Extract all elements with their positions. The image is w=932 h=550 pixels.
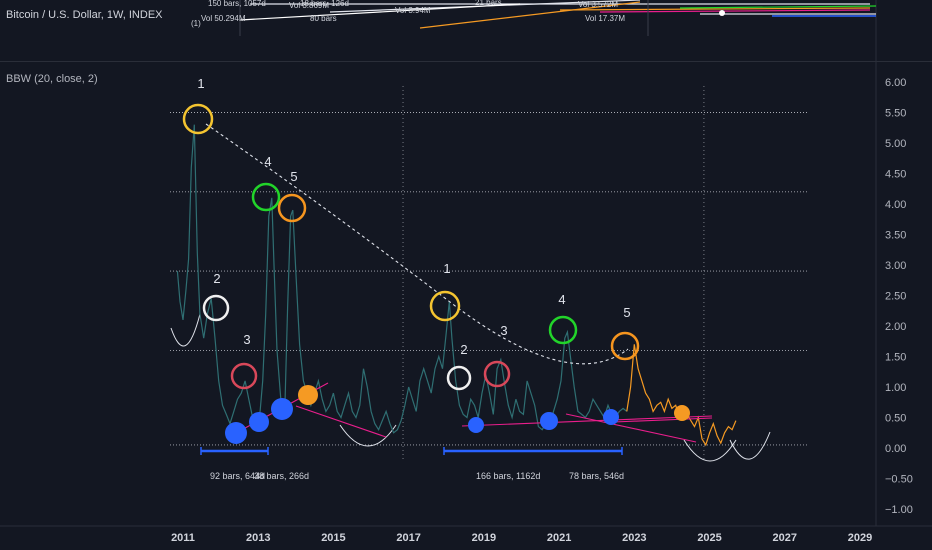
wave-ring [202,294,230,322]
wave-label: 5 [290,169,297,184]
blue-dot [249,412,269,432]
price-pane-line [239,3,521,21]
y-tick-label: −1.00 [885,504,913,516]
x-tick-label: 2013 [246,532,270,544]
wave-label: 2 [460,342,467,357]
y-tick-label: 6.00 [885,77,906,89]
price-pane-label: 21 bars [475,0,502,7]
cycle-curve [683,439,737,462]
y-tick-label: 0.50 [885,413,906,425]
wave-ring [277,193,307,223]
bbw-recent-line [626,344,737,447]
wave-label: 3 [243,332,250,347]
x-tick-label: 2021 [547,532,571,544]
blue-dot [603,409,619,425]
blue-dot [271,398,293,420]
x-tick-label: 2025 [697,532,721,544]
wave-label: 5 [623,305,630,320]
blue-dot [225,422,247,444]
pink-trend-line [295,405,387,438]
price-pane-label: 80 bars [310,14,337,23]
y-tick-label: 1.00 [885,382,906,394]
y-tick-label: 5.00 [885,138,906,150]
range-label: 92 bars, 644d [210,471,265,481]
indicator-title: BBW (20, close, 2) [6,73,98,85]
cycle-curve [339,424,397,447]
wave-ring [483,360,511,388]
wave-ring [429,290,461,322]
wave-label: 4 [558,292,565,307]
price-pane-label: Vol 50.294M [201,14,246,23]
x-tick-label: 2011 [171,532,195,544]
y-tick-label: 2.50 [885,291,906,303]
bbw-line [176,124,628,434]
price-pane[interactable]: Bitcoin / U.S. Dollar, 1W, INDEX [0,0,876,36]
cycle-curve [729,431,771,460]
pink-trend-line [613,417,713,423]
price-pane-label: Vol 3.572M [578,0,618,9]
x-tick-label: 2027 [773,532,797,544]
range-label: 38 bars, 266d [254,471,309,481]
range-label: 78 bars, 546d [569,471,624,481]
wave-label: 4 [264,154,271,169]
price-pane-dot [719,10,725,16]
pane-separator[interactable] [0,61,932,62]
price-pane-label: Vol 3.869M [289,1,329,10]
cycle-curve [170,313,201,347]
orange-dot [674,405,690,421]
wave-ring [251,182,281,212]
x-tick-label: 2029 [848,532,872,544]
wave-label: 3 [500,323,507,338]
y-tick-label: 4.50 [885,169,906,181]
price-pane-label: 150 bars, 1057d [208,0,266,8]
y-tick-label: −0.50 [885,474,913,486]
wave-ring [446,365,472,391]
x-tick-label: 2019 [472,532,496,544]
price-pane-label: 18 bars, 126d [300,0,349,8]
wave-ring [548,315,578,345]
wave-ring [230,362,258,390]
y-tick-label: 1.50 [885,352,906,364]
y-tick-label: 3.50 [885,230,906,242]
orange-dot [298,385,318,405]
price-pane-label: Vol 17.37M [585,14,625,23]
wave-label: 2 [213,271,220,286]
wave-label: 1 [443,261,450,276]
price-pane-label: (1) [191,19,201,28]
wave-ring [182,103,214,135]
price-pane-line [419,1,641,29]
price-pane-line [559,7,871,11]
price-pane-line [679,5,877,9]
blue-dot [468,417,484,433]
y-tick-label: 3.00 [885,260,906,272]
price-pane-label: Vol 3.94M [395,6,431,15]
x-tick-label: 2015 [321,532,345,544]
price-pane-drawings [239,0,877,36]
blue-dot [540,412,558,430]
y-tick-label: 2.00 [885,321,906,333]
symbol-title: Bitcoin / U.S. Dollar, 1W, INDEX [6,9,169,21]
pink-trend-line [565,413,697,443]
y-tick-label: 0.00 [885,443,906,455]
peak-trend-line [205,123,629,365]
wave-label: 1 [197,76,204,91]
y-tick-label: 5.50 [885,108,906,120]
x-tick-label: 2023 [622,532,646,544]
y-tick-label: 4.00 [885,199,906,211]
wave-ring [610,331,640,361]
pink-trend-line [461,415,713,427]
range-label: 166 bars, 1162d [476,471,540,481]
price-pane-line [599,9,871,13]
x-tick-label: 2017 [396,532,420,544]
